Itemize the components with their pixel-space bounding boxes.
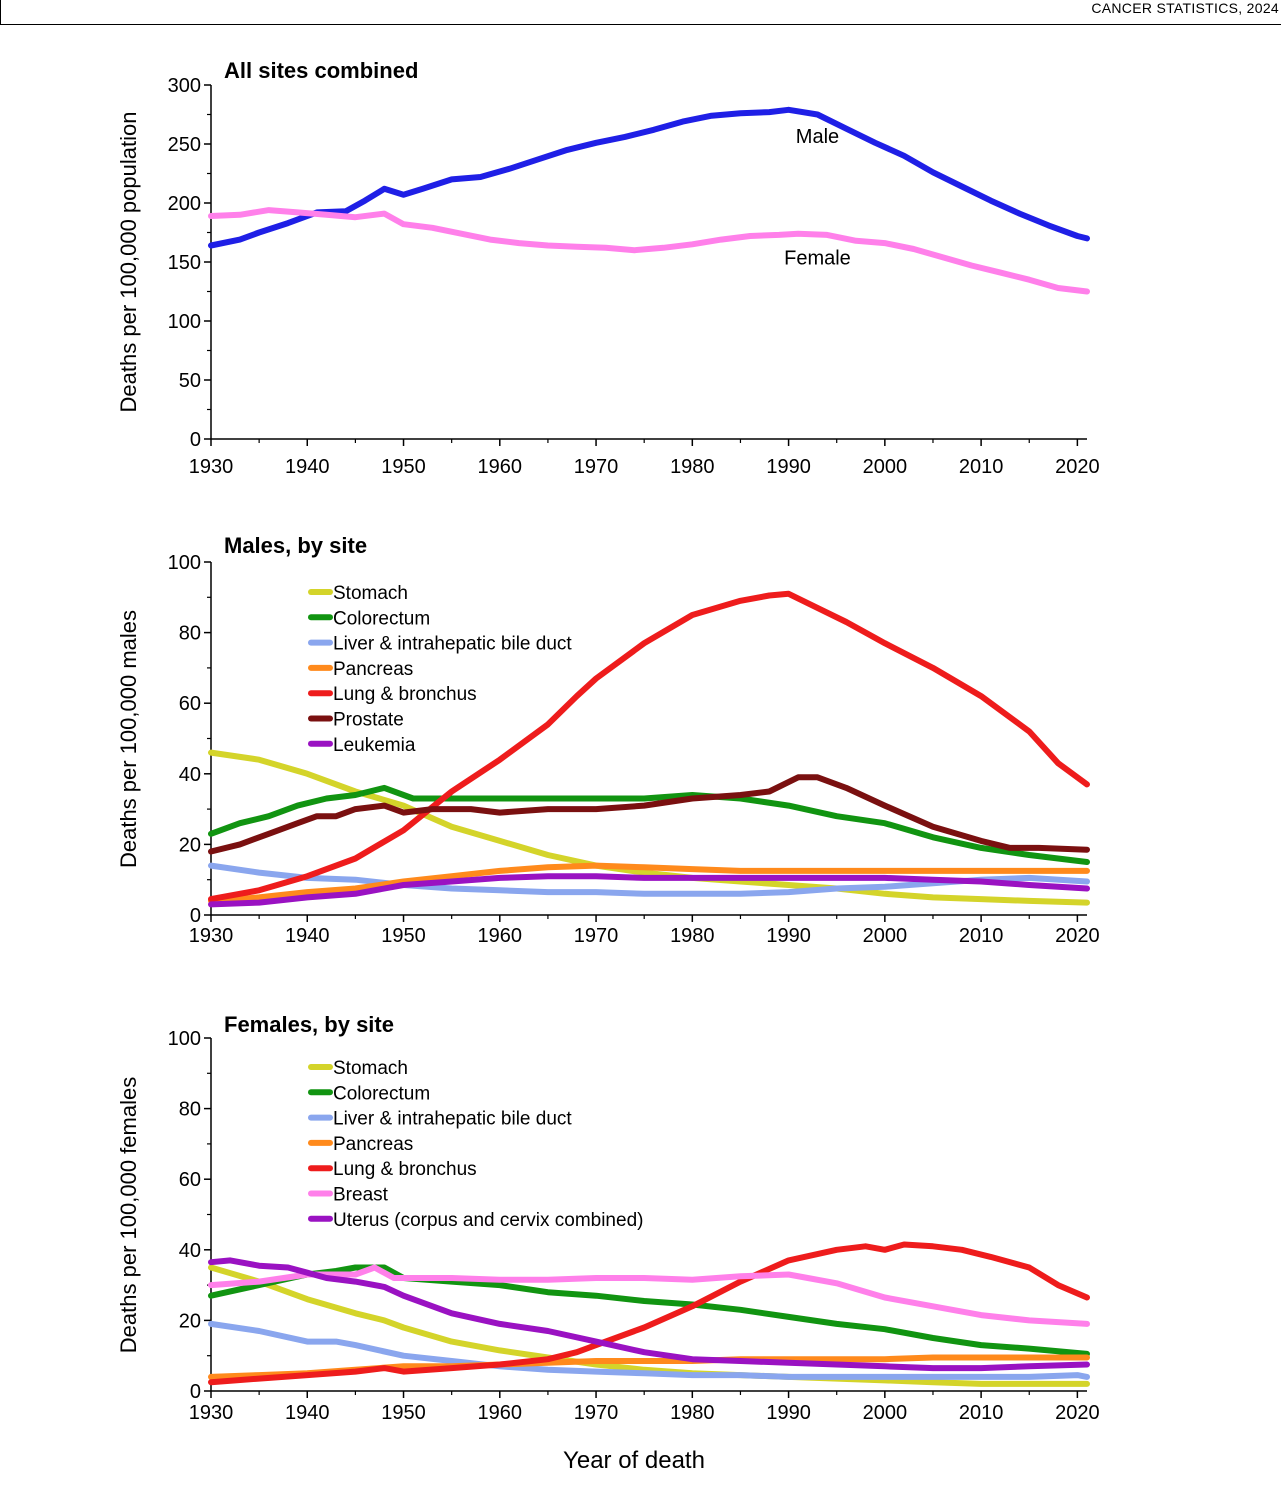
x-tick-label: 1950: [381, 925, 426, 947]
series-line-stomach: [208, 1264, 1090, 1387]
running-head: CANCER STATISTICS, 2024: [1091, 0, 1279, 16]
x-tick-label: 1960: [478, 1402, 523, 1424]
y-tick-label: 100: [168, 311, 201, 333]
page-header-bar: CANCER STATISTICS, 2024: [0, 0, 1281, 25]
y-tick-label: 60: [179, 1169, 201, 1191]
x-tick-label: 1940: [285, 925, 330, 947]
y-axis-label: Deaths per 100,000 females: [116, 1077, 141, 1353]
annotation-female: Female: [784, 247, 851, 269]
legend-label-pancreas: Pancreas: [333, 1134, 413, 1155]
x-tick-label: 1960: [478, 456, 523, 478]
series-line-lung-bronchus: [208, 1241, 1090, 1386]
series-line-liver-intrahepatic-bile-duct: [208, 1320, 1090, 1380]
legend-label-leukemia: Leukemia: [333, 735, 416, 756]
series-line-uterus-corpus-and-cervix-combined: [208, 1257, 1090, 1372]
y-tick-label: 0: [190, 429, 201, 451]
y-tick-label: 0: [190, 905, 201, 927]
legend-label-pancreas: Pancreas: [333, 659, 413, 680]
y-tick-label: 80: [179, 1099, 201, 1121]
x-tick-label: 1990: [766, 925, 811, 947]
x-tick-label: 1980: [670, 925, 715, 947]
series-line-colorectum: [208, 1264, 1090, 1357]
legend-label-prostate: Prostate: [333, 710, 404, 731]
legend-label-liver-intrahepatic-bile-duct: Liver & intrahepatic bile duct: [333, 1109, 572, 1130]
y-tick-label: 50: [179, 370, 201, 392]
x-tick-label: 2020: [1055, 925, 1100, 947]
legend-label-liver-intrahepatic-bile-duct: Liver & intrahepatic bile duct: [333, 634, 572, 655]
series-line-stomach: [208, 749, 1090, 906]
x-tick-label: 2010: [959, 1402, 1004, 1424]
y-tick-label: 60: [179, 693, 201, 715]
chart-title: All sites combined: [224, 58, 418, 83]
x-tick-label: 1950: [381, 456, 426, 478]
chart-panel-females: 0 20 40 60 80 100 1930 1940 1950 1960 1970 1980 1990…: [116, 1012, 1100, 1424]
y-tick-label: 300: [168, 75, 201, 97]
y-tick-label: 40: [179, 764, 201, 786]
series-line-prostate: [208, 774, 1090, 855]
series-line-lung-bronchus: [208, 590, 1090, 903]
header-bottom-rule: [0, 24, 1281, 25]
series-line-liver-intrahepatic-bile-duct: [208, 862, 1090, 897]
series-line-pancreas: [208, 862, 1090, 904]
series-line-breast: [208, 1264, 1090, 1327]
legend-label-colorectum: Colorectum: [333, 608, 430, 629]
legend-label-uterus-corpus-and-cervix-combined: Uterus (corpus and cervix combined): [333, 1210, 643, 1231]
chart-title: Males, by site: [224, 533, 367, 558]
x-tick-label: 2000: [863, 1402, 908, 1424]
x-tick-label: 2020: [1055, 1402, 1100, 1424]
x-tick-label: 1980: [670, 456, 715, 478]
y-tick-label: 20: [179, 1310, 201, 1332]
y-tick-label: 150: [168, 252, 201, 274]
legend-label-lung-bronchus: Lung & bronchus: [333, 684, 477, 705]
x-tick-label: 1940: [285, 456, 330, 478]
x-tick-label: 1980: [670, 1402, 715, 1424]
x-tick-label: 1930: [189, 456, 234, 478]
y-tick-label: 100: [168, 552, 201, 574]
x-tick-label: 1930: [189, 925, 234, 947]
legend-label-breast: Breast: [333, 1185, 389, 1206]
x-axis-label: Year of death: [563, 1447, 705, 1474]
x-tick-label: 2000: [863, 925, 908, 947]
series-line-leukemia: [208, 873, 1090, 908]
x-tick-label: 1950: [381, 1402, 426, 1424]
x-tick-label: 1930: [189, 1402, 234, 1424]
x-tick-label: 1960: [478, 925, 523, 947]
legend-label-lung-bronchus: Lung & bronchus: [333, 1159, 477, 1180]
series-line-colorectum: [208, 784, 1090, 865]
x-tick-label: 1940: [285, 1402, 330, 1424]
x-tick-label: 2000: [863, 456, 908, 478]
chart-panel-all-sites: 0 50 100 150 200 250 300 1930 1940 1950 1960 1970 19…: [116, 58, 1100, 478]
series-line-female: [208, 207, 1090, 295]
y-tick-label: 20: [179, 834, 201, 856]
x-tick-label: 1990: [766, 456, 811, 478]
x-tick-label: 1970: [574, 456, 619, 478]
x-tick-label: 2010: [959, 925, 1004, 947]
y-axis-label: Deaths per 100,000 males: [116, 610, 141, 868]
series-line-male: [208, 106, 1090, 249]
y-tick-label: 40: [179, 1240, 201, 1262]
x-tick-label: 1970: [574, 1402, 619, 1424]
y-tick-label: 200: [168, 193, 201, 215]
x-tick-label: 1990: [766, 1402, 811, 1424]
y-tick-label: 250: [168, 134, 201, 156]
chart-panel-males: 0 20 40 60 80 100 1930 1940 1950 1960 1970 1980 1990…: [116, 533, 1100, 947]
y-tick-label: 0: [190, 1381, 201, 1403]
x-tick-label: 1970: [574, 925, 619, 947]
chart-title: Females, by site: [224, 1012, 394, 1037]
legend-label-stomach: Stomach: [333, 583, 408, 604]
y-axis-label: Deaths per 100,000 population: [116, 112, 141, 413]
y-tick-label: 80: [179, 623, 201, 645]
x-tick-label: 2020: [1055, 456, 1100, 478]
annotation-male: Male: [796, 126, 839, 148]
legend-label-colorectum: Colorectum: [333, 1083, 430, 1104]
x-tick-label: 2010: [959, 456, 1004, 478]
y-tick-label: 100: [168, 1028, 201, 1050]
legend-label-stomach: Stomach: [333, 1058, 408, 1079]
header-left-rule: [0, 0, 1, 25]
